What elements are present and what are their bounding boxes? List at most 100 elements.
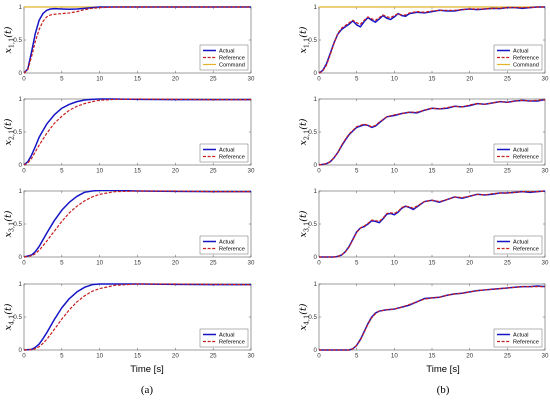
panel-b2-ytick-label: 0.5 xyxy=(308,129,317,136)
panel-b3-series-reference xyxy=(319,190,545,258)
panel-b3-xtick-label: 0 xyxy=(317,260,321,267)
panel-a3-xtick-label: 30 xyxy=(248,260,255,267)
panel-b4-ytick-label: 1 xyxy=(314,281,318,288)
panel-a1-xtick-label: 10 xyxy=(96,76,103,83)
x-axis-label-b: Time [s] xyxy=(426,364,460,375)
panel-a1-xtick-label: 25 xyxy=(210,76,217,83)
panel-a4-legend-label-reference: Reference xyxy=(219,340,245,346)
panel-a4-xtick-label: 20 xyxy=(172,353,179,360)
panel-b4-series-reference xyxy=(319,286,545,351)
panel-a4-ytick-label: 0 xyxy=(19,347,23,354)
panel-b2-legend xyxy=(493,143,543,163)
panel-a3-ytick-label: 0.5 xyxy=(13,221,22,228)
panel-b3-xtick-label: 10 xyxy=(391,260,398,267)
panel-a4-xtick-label: 0 xyxy=(22,353,26,360)
panel-a4-ytick-label: 0.5 xyxy=(13,314,22,321)
panel-b3-xtick-label: 20 xyxy=(466,260,473,267)
panel-b3-xtick-label: 25 xyxy=(504,260,511,267)
panel-b1-xtick-label: 0 xyxy=(317,76,321,83)
panel-b4-xtick-label: 10 xyxy=(391,353,398,360)
panel-b2-ytick-label: 0 xyxy=(314,162,318,169)
panel-a1-series-reference xyxy=(24,6,251,74)
panel-b1-legend-label-command: Command xyxy=(513,63,539,69)
panel-a2-xtick-label: 25 xyxy=(210,168,217,175)
panel-b3-xtick-label: 15 xyxy=(429,260,436,267)
panel-a4-xtick-label: 30 xyxy=(248,353,255,360)
panel-a2-xtick-label: 10 xyxy=(96,168,103,175)
panel-b3-legend-label-reference: Reference xyxy=(513,247,539,253)
panel-b3-xtick-label: 30 xyxy=(542,260,549,267)
panel-b1-xtick-label: 25 xyxy=(504,76,511,83)
panel-a4-ylabel: x4,1(t) xyxy=(3,303,16,330)
panel-a4-xtick-label: 25 xyxy=(210,353,217,360)
panel-a3-series-actual xyxy=(24,190,251,258)
panel-a3-xtick-label: 10 xyxy=(96,260,103,267)
panel-a1-legend-label-reference: Reference xyxy=(219,56,245,62)
panel-b3-ytick-label: 0.5 xyxy=(308,221,317,228)
panel-b3-ytick-label: 1 xyxy=(314,188,318,195)
panel-b1-ytick-label: 1 xyxy=(314,4,318,11)
panel-a3-legend-label-reference: Reference xyxy=(219,247,245,253)
panel-a1-xtick-label: 15 xyxy=(134,76,141,83)
panel-a1-legend-label-command: Command xyxy=(219,63,245,69)
panel-a1-xtick-label: 20 xyxy=(172,76,179,83)
panel-a2-ylabel: x2,1(t) xyxy=(3,118,16,145)
panel-a4-xtick-label: 5 xyxy=(60,353,64,360)
panel-a2-legend xyxy=(199,143,249,163)
panel-b1-xtick-label: 20 xyxy=(466,76,473,83)
panel-a2-legend-label-reference: Reference xyxy=(219,155,245,161)
panel-a2-xtick-label: 20 xyxy=(172,168,179,175)
panel-b2-xtick-label: 10 xyxy=(391,168,398,175)
panel-label-a: (a) xyxy=(140,384,154,396)
panel-b1-ylabel: x1,1(t) xyxy=(298,26,311,53)
panel-b4-xtick-label: 25 xyxy=(504,353,511,360)
panel-a1-legend xyxy=(199,44,249,71)
panel-b1-series-reference xyxy=(319,6,545,74)
panel-a2-xtick-label: 0 xyxy=(22,168,26,175)
panel-b2-xtick-label: 0 xyxy=(317,168,321,175)
panel-label-b: (b) xyxy=(436,384,450,396)
panel-a3-xtick-label: 20 xyxy=(172,260,179,267)
panel-b2-xtick-label: 25 xyxy=(504,168,511,175)
panel-b1-legend-label-actual: Actual xyxy=(513,49,529,55)
panel-a3-xtick-label: 5 xyxy=(60,260,64,267)
panel-b2-xtick-label: 30 xyxy=(542,168,549,175)
panel-b1-xtick-label: 5 xyxy=(355,76,359,83)
panel-b2-series-reference xyxy=(319,99,545,166)
panel-a1-ylabel: x1,1(t) xyxy=(3,26,16,53)
x-axis-label-a: Time [s] xyxy=(130,364,164,375)
panel-b3-ytick-label: 0 xyxy=(314,254,318,261)
panel-b2-xtick-label: 20 xyxy=(466,168,473,175)
panel-a3-xtick-label: 15 xyxy=(134,260,141,267)
panel-b4-xtick-label: 30 xyxy=(542,353,549,360)
panel-b4-ytick-label: 0 xyxy=(314,347,318,354)
panel-b3-legend xyxy=(493,235,543,255)
panel-a4-legend xyxy=(199,328,249,348)
panel-a2-ytick-label: 1 xyxy=(19,96,23,103)
panel-a3-xtick-label: 25 xyxy=(210,260,217,267)
panel-b1: 0 5 10 15 20 25 30 0 0.5 1 x1,1(t) ActualReferenceC… xyxy=(298,4,549,82)
panel-a2-ytick-label: 0 xyxy=(19,162,23,169)
panel-a3-ytick-label: 1 xyxy=(19,188,23,195)
panel-a1-ytick-label: 0.5 xyxy=(13,37,22,44)
panel-b4-legend-label-reference: Reference xyxy=(513,340,539,346)
panel-b4-ylabel: x4,1(t) xyxy=(298,303,311,330)
panel-a4-series-actual xyxy=(24,283,251,351)
panel-a2-xtick-label: 5 xyxy=(60,168,64,175)
panel-a2-xtick-label: 15 xyxy=(134,168,141,175)
panel-a4-ytick-label: 1 xyxy=(19,281,23,288)
panel-a2-legend-label-actual: Actual xyxy=(219,148,235,154)
panel-b1-xtick-label: 10 xyxy=(391,76,398,83)
panel-b2-legend-label-reference: Reference xyxy=(513,155,539,161)
panel-a1-xtick-label: 5 xyxy=(60,76,64,83)
panel-a3-series-reference xyxy=(24,190,251,258)
panel-a2-series-reference xyxy=(24,98,251,166)
panel-b2-xtick-label: 15 xyxy=(429,168,436,175)
panel-b1-legend-label-reference: Reference xyxy=(513,56,539,62)
panel-a4-xtick-label: 15 xyxy=(134,353,141,360)
